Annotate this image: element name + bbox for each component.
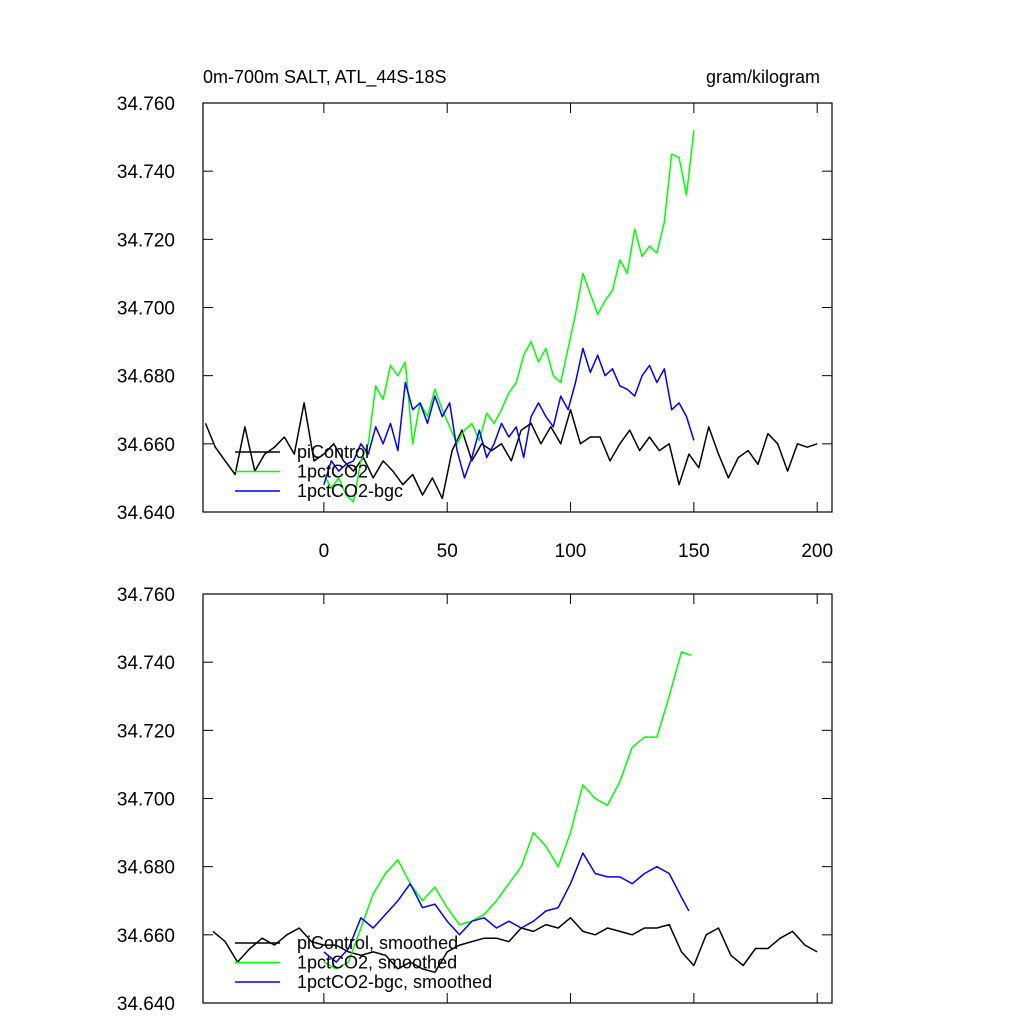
legend-label: 1pctCO2-bgc, smoothed [297,972,492,992]
legend-label: piControl [297,442,369,462]
x-tick-label: 0 [319,541,330,562]
legend-label: 1pctCO2-bgc [297,481,403,501]
y-tick-label: 34.660 [117,926,175,947]
x-tick-label: 150 [678,541,710,562]
legend-label: 1pctCO2, smoothed [297,953,457,973]
y-tick-label: 34.760 [117,94,175,115]
series-line [323,130,695,503]
y-tick-label: 34.740 [117,162,175,183]
y-tick-label: 34.740 [117,653,175,674]
series-line [323,852,690,963]
series-line [323,347,695,485]
y-tick-label: 34.640 [117,503,175,524]
y-tick-label: 34.700 [117,790,175,811]
x-tick-label: 200 [801,541,833,562]
plot-frame [202,102,833,513]
x-tick-label: 50 [437,541,458,562]
series-line [323,651,692,970]
x-tick-label: 100 [555,541,587,562]
y-tick-label: 34.680 [117,858,175,879]
legend-label: 1pctCO2 [297,462,368,482]
plot-frame [202,593,833,1004]
y-tick-label: 34.760 [117,585,175,606]
units-label: gram/kilogram [706,67,820,87]
y-tick-label: 34.640 [117,994,175,1015]
y-tick-label: 34.720 [117,721,175,742]
legend-label: piControl, smoothed [297,933,458,953]
chart-title: 0m-700m SALT, ATL_44S-18S [203,67,446,88]
y-tick-label: 34.680 [117,367,175,388]
y-tick-label: 34.700 [117,299,175,320]
y-tick-label: 34.660 [117,435,175,456]
series-line [204,402,818,500]
series-line [212,917,818,974]
y-tick-label: 34.720 [117,230,175,251]
